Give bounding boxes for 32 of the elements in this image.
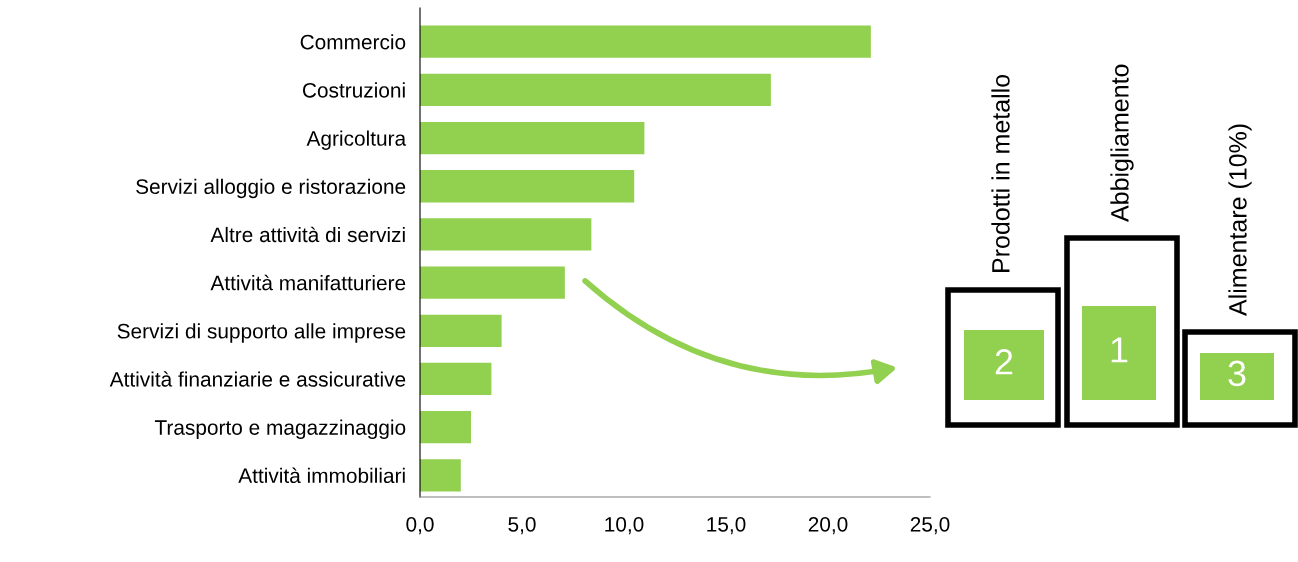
x-tick-label: 0,0 — [406, 516, 434, 535]
y-tick-label: Attività manifatturiere — [210, 274, 406, 291]
bar — [420, 459, 461, 492]
y-tick-label: Attività finanziarie e assicurative — [109, 371, 406, 387]
y-tick-label: Servizi di supporto alle imprese — [117, 323, 406, 343]
x-tick-label: 25,0 — [910, 516, 950, 535]
text: 3 — [1228, 360, 1246, 387]
x-tick-label: 5,0 — [508, 516, 536, 535]
bar — [420, 73, 771, 107]
text: Alimentare (10%) — [1228, 124, 1252, 316]
bar — [420, 25, 871, 58]
x-tick-label: 10,0 — [605, 516, 644, 535]
bar — [420, 170, 635, 203]
text: 2 — [995, 349, 1013, 375]
bar — [420, 121, 645, 155]
text: Prodotti in metallo — [991, 74, 1010, 272]
x-tick-label: 15,0 — [707, 516, 746, 535]
bar — [420, 411, 471, 444]
bar — [420, 362, 492, 396]
x-tick-label: 20,0 — [808, 516, 848, 535]
y-tick-label: Attività immobiliari — [238, 467, 405, 484]
y-tick-label: Costruzioni — [302, 82, 405, 98]
y-tick-label: Agricoltura — [306, 130, 407, 150]
y-tick-label: Commercio — [300, 34, 406, 50]
bar — [420, 218, 592, 251]
y-tick-label: Servizi alloggio e ristorazione — [136, 178, 406, 199]
y-tick-label: Trasporto e magazzinaggio — [154, 419, 406, 440]
y-tick-label: Altre attività di servizi — [210, 226, 405, 243]
text: Abbigliamento — [1110, 64, 1134, 222]
text: 1 — [1111, 337, 1128, 363]
bar — [420, 314, 502, 347]
bar — [420, 266, 565, 299]
